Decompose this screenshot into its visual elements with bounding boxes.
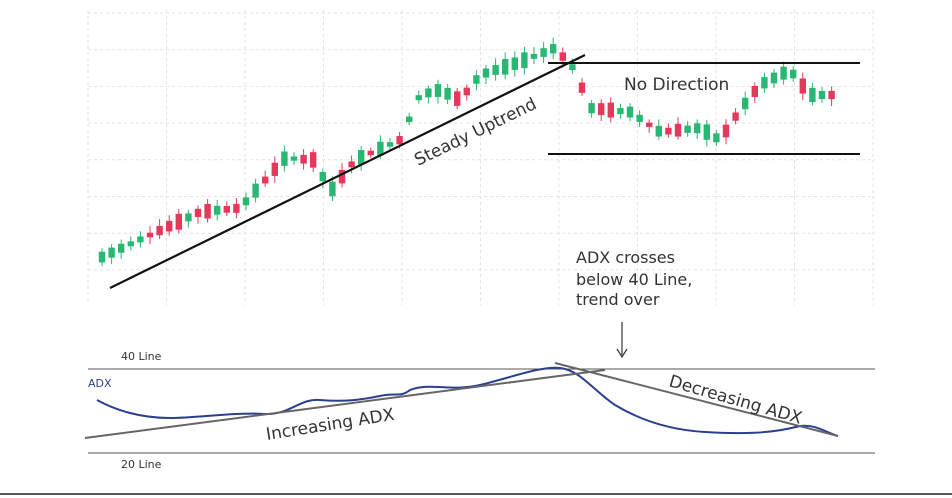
candle-body [722,124,730,138]
candle-body [780,66,787,80]
candle-body [406,116,413,123]
candle-body [569,64,576,71]
uptrend-label: Steady Uptrend [411,94,539,170]
candle-body [348,161,355,168]
candle-body [166,220,173,232]
arrow-head [616,348,628,359]
candle-body [338,169,346,184]
candle-body [98,251,106,263]
candle-body [790,69,797,79]
candle-body [511,57,518,70]
candle-body [396,136,403,145]
candles [98,37,835,267]
candle-body [742,97,749,110]
candle-body [751,85,758,98]
candle-body [674,123,682,137]
candle-body [233,203,240,213]
candle-body [684,125,691,133]
candle-body [655,125,662,137]
candle-body [799,78,806,94]
candle-body [386,142,394,147]
candle-body [559,52,566,61]
candle-body [530,53,538,59]
candle-body [540,48,547,57]
candle-body [156,225,163,236]
candle-body [223,205,230,213]
candle-body [319,171,326,182]
increasing-line [84,369,606,439]
note-line: below 40 Line, [576,270,692,289]
grid [87,10,875,305]
candle-body [137,236,144,243]
candle-body [175,213,182,230]
candle-body [646,122,653,127]
candle-body [454,91,461,106]
candle-body [550,44,557,54]
candle-body [761,77,768,89]
candle-body [665,127,672,135]
candle-body [694,123,701,134]
note-line: trend over [576,290,660,309]
candle-body [444,87,451,100]
candle-body [617,107,624,115]
forty-label: 40 Line [121,350,162,363]
candle-body [578,82,586,93]
adx-curve [96,366,839,437]
candle-body [281,151,288,166]
candle-body [828,90,835,100]
candle-body [473,75,480,84]
candle-body [636,114,643,122]
candle-body [626,106,634,118]
candle-body [300,154,307,164]
candle-body [146,232,154,238]
candle-body [492,64,499,75]
adx-label: ADX [88,377,112,390]
decreasing-label: Decreasing ADX [667,372,805,429]
decreasing-line [554,362,839,437]
uptrend-line [109,54,586,289]
candle-body [185,213,192,222]
candle-body [242,197,250,206]
candle-body [434,84,442,97]
candle-body [415,95,422,101]
candle-body [425,88,432,98]
candle-body [818,90,826,100]
candle-body [463,87,470,96]
candle-body [732,112,739,121]
candle-body [482,68,490,78]
candle-body [809,87,816,103]
candle-body [607,102,614,118]
candle-body [194,208,202,218]
candle-body [770,72,778,84]
candle-body [204,203,211,219]
candle-body [521,52,528,69]
candle-body [310,152,317,168]
candle-body [377,141,384,156]
candle-body [127,241,134,247]
candle-body [329,181,336,197]
candle-body [108,247,115,258]
note-line: ADX crosses [576,248,675,267]
candle-body [271,162,278,176]
candle-body [214,205,221,215]
candle-body [118,243,125,253]
range-label: No Direction [624,75,729,95]
candle-body [367,150,374,156]
candle-body [290,156,298,161]
twenty-label: 20 Line [121,458,162,471]
candle-body [588,103,595,114]
candle-body [598,103,605,116]
candle-body [502,59,509,75]
candle-body [703,124,710,140]
candle-body [713,133,720,143]
candle-body [262,176,269,184]
candle-body [252,183,259,198]
candle-body [358,150,365,165]
